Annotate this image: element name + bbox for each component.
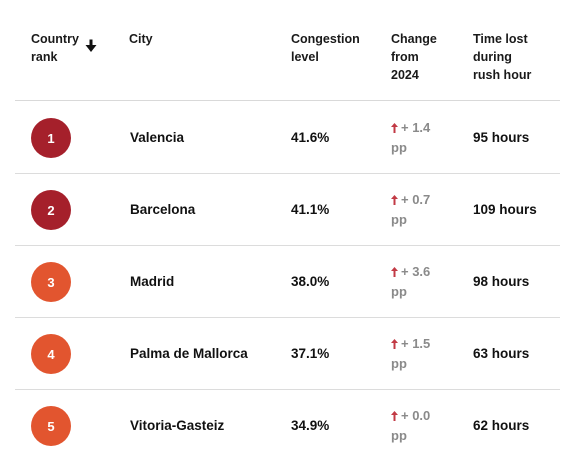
change-unit: pp	[391, 140, 407, 155]
change-value: + 3.6	[401, 264, 431, 279]
arrow-up-icon	[391, 195, 398, 205]
arrow-up-icon	[391, 123, 398, 133]
column-header-change-line1: Change	[391, 32, 437, 46]
change-unit: pp	[391, 356, 407, 371]
time-lost: 98 hours	[473, 274, 530, 289]
change-value: + 1.4	[401, 120, 431, 135]
congestion-level: 41.6%	[291, 130, 330, 145]
table-header: Country rank City Congestion level Chang…	[15, 0, 560, 101]
change-from-2024: + 1.5 pp	[391, 334, 455, 374]
change-value: + 0.7	[401, 192, 431, 207]
table-row: 4 Palma de Mallorca 37.1% + 1.5 pp 63 ho…	[15, 317, 560, 390]
city-name: Madrid	[130, 274, 175, 289]
column-header-city[interactable]: City	[129, 30, 153, 48]
column-header-time-line1: Time lost	[473, 32, 528, 46]
city-name: Valencia	[130, 130, 185, 145]
column-header-congestion-line2: level	[291, 50, 319, 64]
congestion-level: 41.1%	[291, 202, 330, 217]
column-header-rank-line1: Country	[31, 32, 79, 46]
column-header-city-label: City	[129, 32, 153, 46]
column-header-country-rank[interactable]: Country rank	[31, 30, 91, 66]
time-lost: 62 hours	[473, 418, 530, 433]
table-row: 5 Vitoria-Gasteiz 34.9% + 0.0 pp 62 hour…	[15, 389, 560, 459]
change-from-2024: + 0.0 pp	[391, 406, 455, 446]
change-unit: pp	[391, 428, 407, 443]
table-row: 2 Barcelona 41.1% + 0.7 pp 109 hours	[15, 173, 560, 246]
column-header-change-line2: from	[391, 50, 419, 64]
change-from-2024: + 1.4 pp	[391, 118, 455, 158]
change-unit: pp	[391, 212, 407, 227]
city-name: Barcelona	[130, 202, 196, 217]
change-from-2024: + 3.6 pp	[391, 262, 455, 302]
city-name: Vitoria-Gasteiz	[130, 418, 225, 433]
column-header-congestion-line1: Congestion	[291, 32, 360, 46]
column-header-change-from-2024[interactable]: Change from 2024	[391, 30, 451, 84]
arrow-up-icon	[391, 411, 398, 421]
congestion-level: 34.9%	[291, 418, 330, 433]
rank-badge: 4	[31, 334, 71, 374]
change-from-2024: + 0.7 pp	[391, 190, 455, 230]
column-header-rank-line2: rank	[31, 50, 58, 64]
rank-badge: 3	[31, 262, 71, 302]
arrow-down-icon[interactable]	[85, 39, 97, 53]
time-lost: 95 hours	[473, 130, 530, 145]
arrow-up-icon	[391, 267, 398, 277]
arrow-up-icon	[391, 339, 398, 349]
change-value: + 0.0	[401, 408, 431, 423]
change-value: + 1.5	[401, 336, 431, 351]
table-row: 3 Madrid 38.0% + 3.6 pp 98 hours	[15, 245, 560, 318]
time-lost: 109 hours	[473, 202, 537, 217]
city-name: Palma de Mallorca	[130, 346, 248, 361]
table-row: 1 Valencia 41.6% + 1.4 pp 95 hours	[15, 101, 560, 174]
congestion-level: 37.1%	[291, 346, 330, 361]
change-unit: pp	[391, 284, 407, 299]
congestion-level: 38.0%	[291, 274, 330, 289]
rank-badge: 5	[31, 406, 71, 446]
column-header-time-line2: during	[473, 50, 512, 64]
column-header-congestion-level[interactable]: Congestion level	[291, 30, 371, 66]
column-header-change-line3: 2024	[391, 68, 419, 82]
time-lost: 63 hours	[473, 346, 530, 361]
rank-badge: 1	[31, 118, 71, 158]
column-header-time-lost[interactable]: Time lost during rush hour	[473, 30, 553, 84]
rank-badge: 2	[31, 190, 71, 230]
column-header-time-line3: rush hour	[473, 68, 532, 82]
